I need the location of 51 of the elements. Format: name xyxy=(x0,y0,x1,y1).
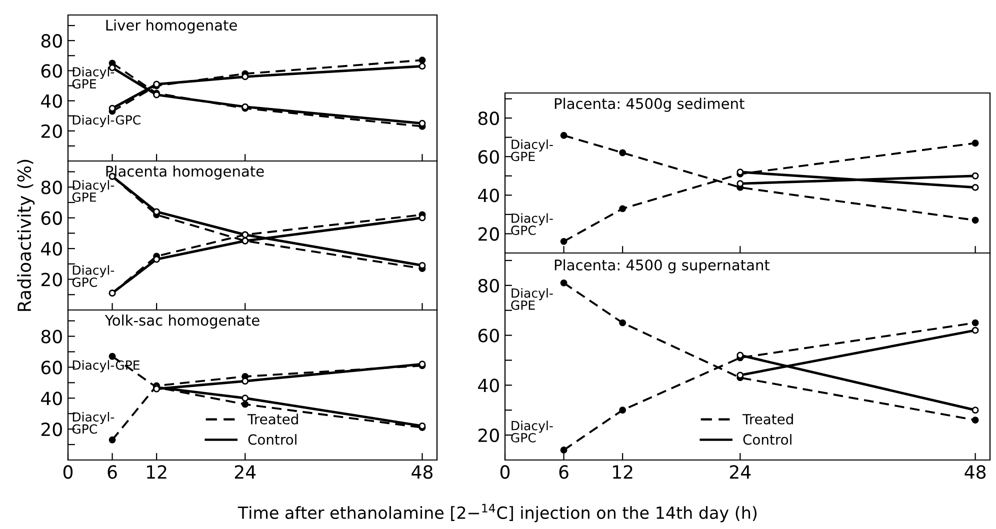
annotation: Diacyl- GPE xyxy=(511,288,553,310)
legend-label: Treated xyxy=(247,414,298,424)
x-tick-label: 0 xyxy=(500,465,510,479)
y-tick-label: 80 xyxy=(478,278,499,293)
y-axis-title: Radioactivity (%) xyxy=(17,160,35,311)
annotation: Diacyl- GPC xyxy=(72,412,114,434)
chart-title: Placenta: 4500g sediment xyxy=(554,98,744,112)
y-tick-label: 80 xyxy=(41,180,62,194)
annotation: Diacyl-GPE xyxy=(72,360,140,372)
chart-title: Yolk-sac homogenate xyxy=(104,314,260,329)
annotation: Diacyl-GPC xyxy=(72,114,140,128)
x-tick-label: 0 xyxy=(63,465,73,479)
y-tick-label: 40 xyxy=(41,242,62,256)
y-tick-label: 40 xyxy=(478,378,499,392)
chart-title: Placenta homogenate xyxy=(106,165,264,180)
legend-label: Control xyxy=(743,434,792,445)
legend-label: Control xyxy=(248,434,296,445)
annotation: Diacyl- GPC xyxy=(511,213,553,236)
annotation: Diacyl- GPC xyxy=(72,265,114,287)
chart-title: Liver homogenate xyxy=(106,19,237,34)
y-tick-label: 20 xyxy=(478,227,499,241)
x-tick-label: 24 xyxy=(234,465,256,479)
x-tick-label: 12 xyxy=(147,465,166,479)
annotation: Diacyl- GPE xyxy=(72,180,114,202)
y-tick-label: 20 xyxy=(41,422,62,436)
y-tick-label: 60 xyxy=(41,360,62,374)
y-tick-label: 80 xyxy=(478,112,499,126)
y-tick-label: 20 xyxy=(478,428,499,442)
x-tick-label: 24 xyxy=(730,465,751,479)
x-tick-label: 6 xyxy=(108,465,117,479)
annotation: Diacyl- GPE xyxy=(511,139,553,162)
y-tick-label: 60 xyxy=(478,150,499,164)
x-tick-label: 12 xyxy=(613,465,632,479)
chart-title: Placenta: 4500 g supernatant xyxy=(554,259,770,274)
x-tick-label: 48 xyxy=(964,465,986,479)
x-tick-label: 48 xyxy=(412,465,432,479)
y-tick-label: 20 xyxy=(41,272,62,286)
y-tick-label: 40 xyxy=(41,94,62,108)
y-tick-label: 80 xyxy=(41,34,62,48)
y-tick-label: 60 xyxy=(41,64,62,78)
legend-label: Treated xyxy=(742,414,793,424)
y-tick-label: 40 xyxy=(478,188,499,202)
y-tick-label: 20 xyxy=(41,124,62,138)
x-axis-title: Time after ethanolamine [2−$^{14}$C] injection on the 14th day (h) xyxy=(238,504,757,522)
y-tick-label: 60 xyxy=(478,328,499,342)
y-tick-label: 60 xyxy=(41,211,62,225)
y-tick-label: 40 xyxy=(41,392,62,406)
annotation: Diacyl- GPE xyxy=(72,66,114,89)
x-tick-label: 6 xyxy=(559,465,568,479)
y-tick-label: 80 xyxy=(41,330,62,344)
annotation: Diacyl- GPC xyxy=(511,420,553,442)
